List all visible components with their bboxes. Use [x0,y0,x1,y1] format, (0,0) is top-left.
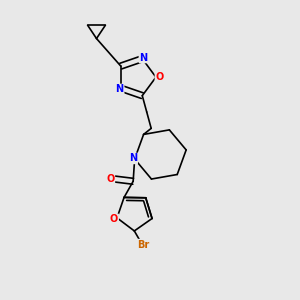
Text: Br: Br [137,240,149,250]
Text: O: O [106,174,114,184]
Text: N: N [116,85,124,94]
Text: O: O [155,72,164,82]
Text: N: N [140,52,148,62]
Text: N: N [129,153,137,164]
Text: O: O [110,214,118,224]
